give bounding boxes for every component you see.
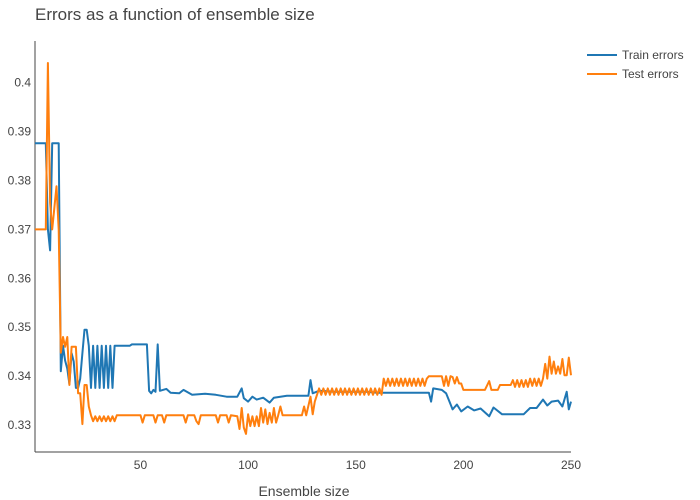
x-axis: 50 100 150 200 250 (35, 451, 581, 472)
x-axis-title: Ensemble size (258, 483, 349, 499)
y-tick-label: 0.33 (8, 418, 32, 432)
x-tick-label: 50 (134, 458, 148, 472)
x-tick-label: 250 (561, 458, 581, 472)
series-line-train-errors (35, 142, 572, 418)
x-tick-label: 200 (453, 458, 473, 472)
y-tick-label: 0.4 (14, 76, 31, 90)
legend-label: Train errors (622, 48, 684, 62)
y-axis: 0.33 0.34 0.35 0.36 0.37 0.38 0.39 0.4 (8, 41, 36, 452)
chart-title: Errors as a function of ensemble size (35, 5, 315, 24)
x-tick-label: 100 (238, 458, 258, 472)
y-tick-label: 0.34 (8, 369, 32, 383)
y-tick-label: 0.39 (8, 125, 32, 139)
y-tick-label: 0.35 (8, 320, 32, 334)
plot-area (35, 62, 572, 435)
y-tick-label: 0.37 (8, 222, 32, 236)
series-line-test-errors (35, 62, 572, 435)
x-tick-label: 150 (346, 458, 366, 472)
legend[interactable]: Train errors Test errors (587, 48, 684, 81)
y-tick-label: 0.36 (8, 271, 32, 285)
legend-item-test-errors[interactable]: Test errors (587, 67, 679, 81)
legend-item-train-errors[interactable]: Train errors (587, 48, 684, 62)
legend-label: Test errors (622, 67, 679, 81)
y-tick-label: 0.38 (8, 173, 32, 187)
